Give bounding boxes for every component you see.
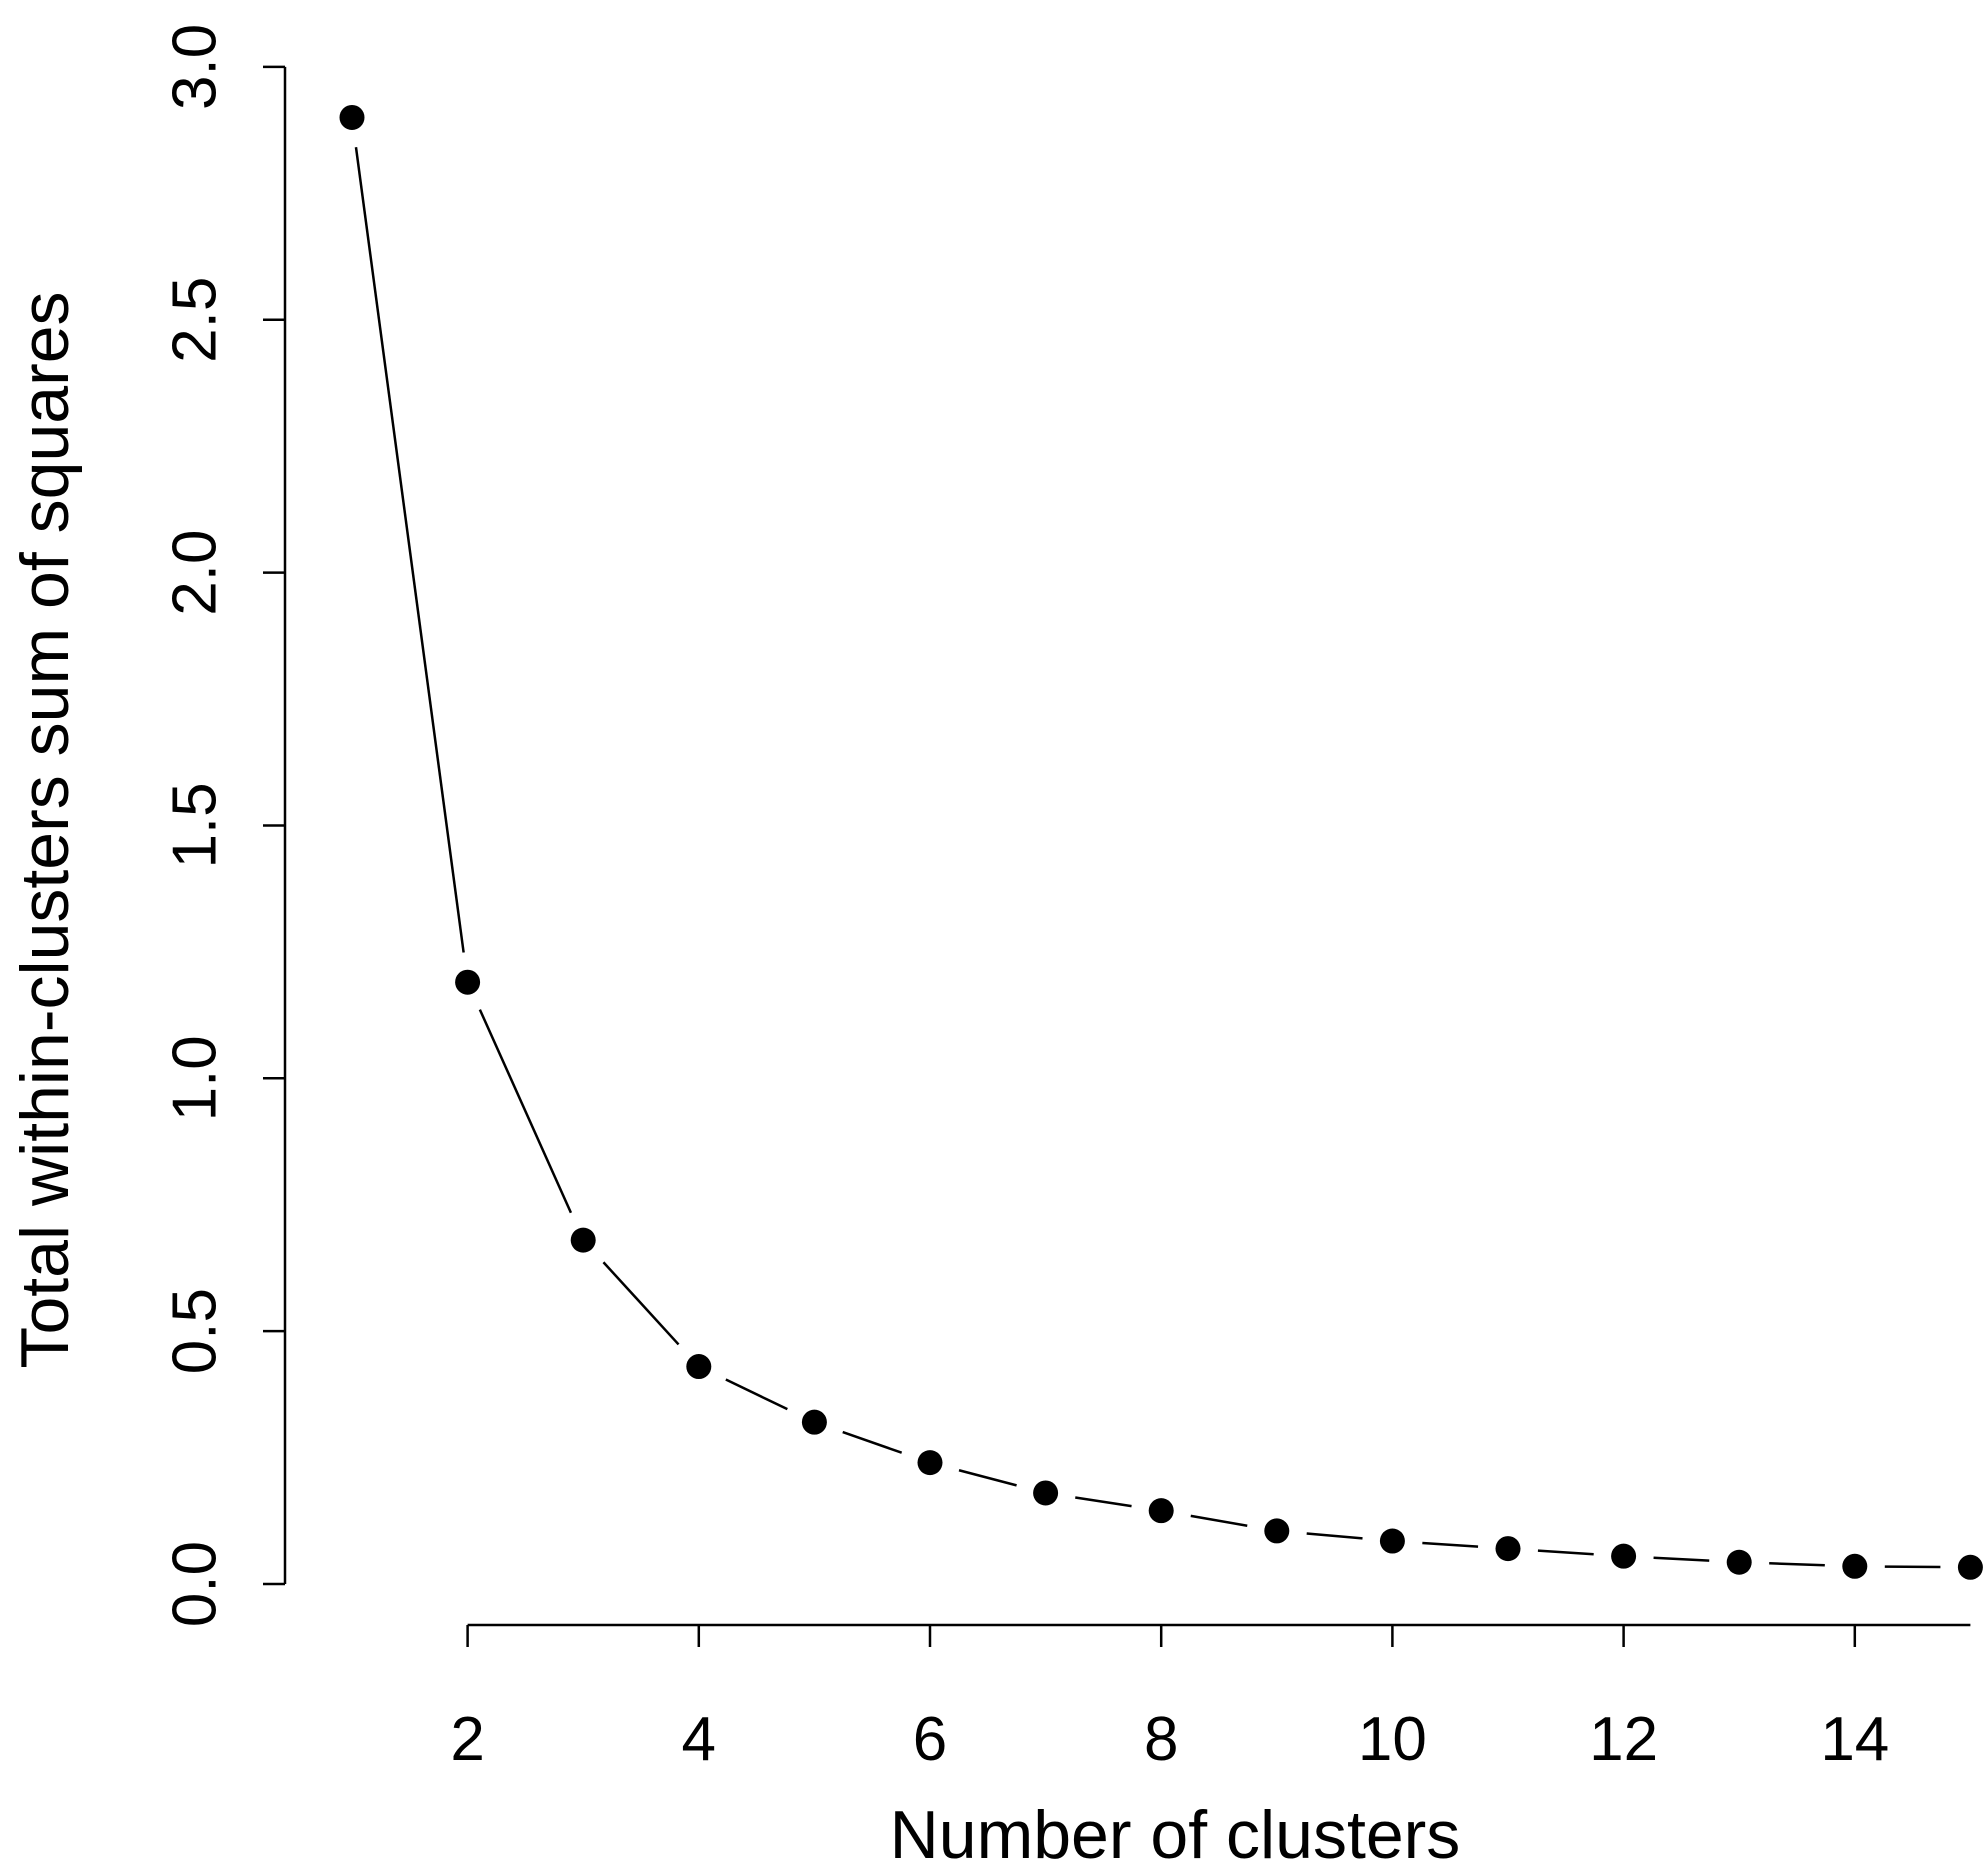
series-line	[354, 147, 1941, 1569]
series-segment	[478, 1009, 573, 1214]
data-point	[339, 104, 365, 130]
data-point	[686, 1354, 712, 1380]
series-segment	[1537, 1549, 1594, 1556]
data-point	[1379, 1528, 1405, 1554]
data-point	[455, 969, 481, 995]
x-tick-label: 4	[682, 1705, 716, 1774]
series-segment	[1653, 1556, 1710, 1562]
x-tick-label: 2	[450, 1705, 484, 1774]
series-segment	[842, 1430, 903, 1454]
data-points	[339, 104, 1983, 1580]
x-tick-label: 6	[913, 1705, 947, 1774]
y-tick-label: 1.5	[161, 782, 230, 868]
series-segment	[1769, 1562, 1825, 1567]
data-point	[1148, 1498, 1174, 1524]
x-axis-title: Number of clusters	[890, 1797, 1461, 1870]
data-point	[1957, 1554, 1983, 1580]
data-point	[1726, 1549, 1752, 1575]
y-tick-label: 0.5	[161, 1288, 230, 1374]
data-point	[1264, 1518, 1290, 1544]
data-point	[1033, 1480, 1059, 1506]
x-tick-label: 10	[1358, 1705, 1427, 1774]
data-point	[801, 1409, 827, 1435]
data-point	[570, 1227, 596, 1253]
x-tick-label: 8	[1144, 1705, 1178, 1774]
x-tick-label: 12	[1589, 1705, 1658, 1774]
y-tick-label: 1.0	[161, 1035, 230, 1121]
series-segment	[1422, 1541, 1479, 1548]
data-point	[1495, 1536, 1521, 1562]
y-tick-label: 2.0	[161, 529, 230, 615]
series-segment	[958, 1469, 1017, 1487]
y-axis: 0.0 0.5 1.0 1.5 2.0 2.5 3.0	[161, 24, 287, 1627]
series-segment	[1075, 1496, 1132, 1508]
x-axis: 2 4 6 8 10 12 14	[450, 1623, 1971, 1774]
series-segment	[1306, 1532, 1363, 1540]
y-tick-label: 0.0	[161, 1541, 230, 1627]
data-point	[1842, 1553, 1868, 1579]
series-segment	[602, 1261, 680, 1346]
x-tick-label: 14	[1820, 1705, 1889, 1774]
y-tick-label: 2.5	[161, 277, 230, 363]
data-point	[917, 1450, 943, 1476]
data-point	[1611, 1543, 1637, 1569]
series-segment	[1190, 1514, 1248, 1527]
series-segment	[725, 1378, 788, 1411]
series-segment	[354, 147, 465, 953]
y-tick-label: 3.0	[161, 24, 230, 110]
y-axis-title: Total within-clusters sum of squares	[7, 291, 83, 1368]
